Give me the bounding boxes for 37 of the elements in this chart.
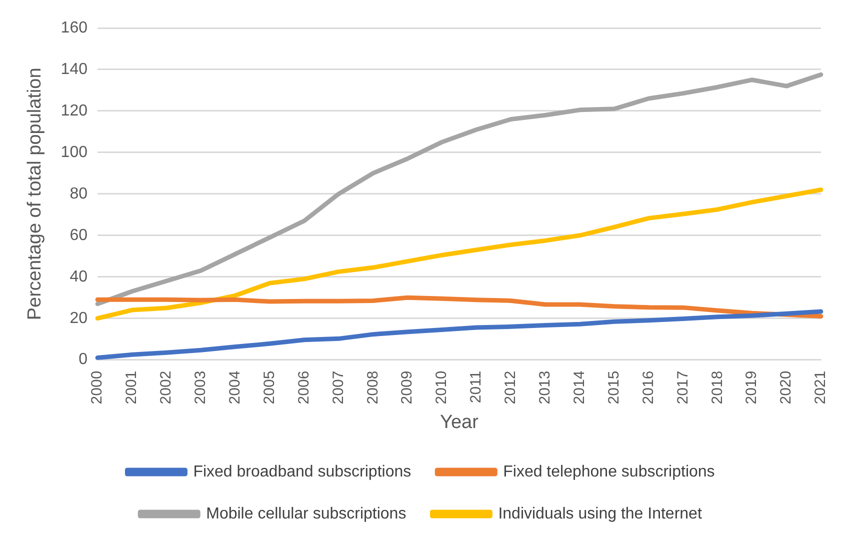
y-axis-title: Percentage of total population — [24, 68, 46, 320]
legend-label: Individuals using the Internet — [498, 505, 702, 522]
x-tick-label: 2002 — [158, 370, 175, 404]
x-tick-label: 2017 — [674, 370, 692, 404]
x-tick-label: 2016 — [640, 370, 657, 404]
x-tick-label: 2007 — [330, 370, 347, 404]
x-tick-label: 2008 — [364, 370, 382, 404]
legend-label: Fixed telephone subscriptions — [503, 463, 715, 480]
x-tick-label: 2010 — [433, 370, 450, 404]
x-tick-label: 2020 — [778, 370, 795, 404]
y-tick-label: 140 — [60, 60, 88, 78]
y-tick-label: 100 — [60, 144, 88, 161]
x-tick-label: 2009 — [398, 370, 416, 404]
x-axis-title: Year — [440, 412, 480, 433]
x-tick-label: 2018 — [708, 370, 726, 404]
y-tick-label: 160 — [60, 19, 88, 36]
y-tick-label: 0 — [78, 351, 88, 368]
y-tick-label: 120 — [60, 102, 88, 120]
legend-label: Mobile cellular subscriptions — [206, 505, 406, 522]
y-tick-label: 40 — [70, 268, 88, 286]
y-tick-label: 80 — [70, 185, 88, 202]
x-tick-label: 2019 — [743, 370, 760, 404]
x-tick-label: 2013 — [536, 370, 554, 404]
x-tick-label: 2006 — [295, 370, 312, 404]
x-tick-label: 2015 — [605, 370, 622, 404]
y-tick-label: 20 — [70, 310, 88, 327]
legend-label: Fixed broadband subscriptions — [193, 463, 412, 480]
x-tick-label: 2004 — [226, 370, 244, 404]
x-tick-label: 2000 — [88, 370, 106, 404]
x-tick-label: 2001 — [123, 370, 140, 404]
x-tick-label: 2012 — [502, 370, 520, 404]
x-tick-label: 2003 — [192, 370, 209, 404]
y-tick-label: 60 — [70, 226, 88, 244]
x-tick-label: 2011 — [468, 370, 485, 404]
x-tick-label: 2021 — [812, 370, 830, 404]
x-tick-label: 2005 — [260, 370, 278, 404]
x-tick-label: 2014 — [570, 370, 588, 404]
